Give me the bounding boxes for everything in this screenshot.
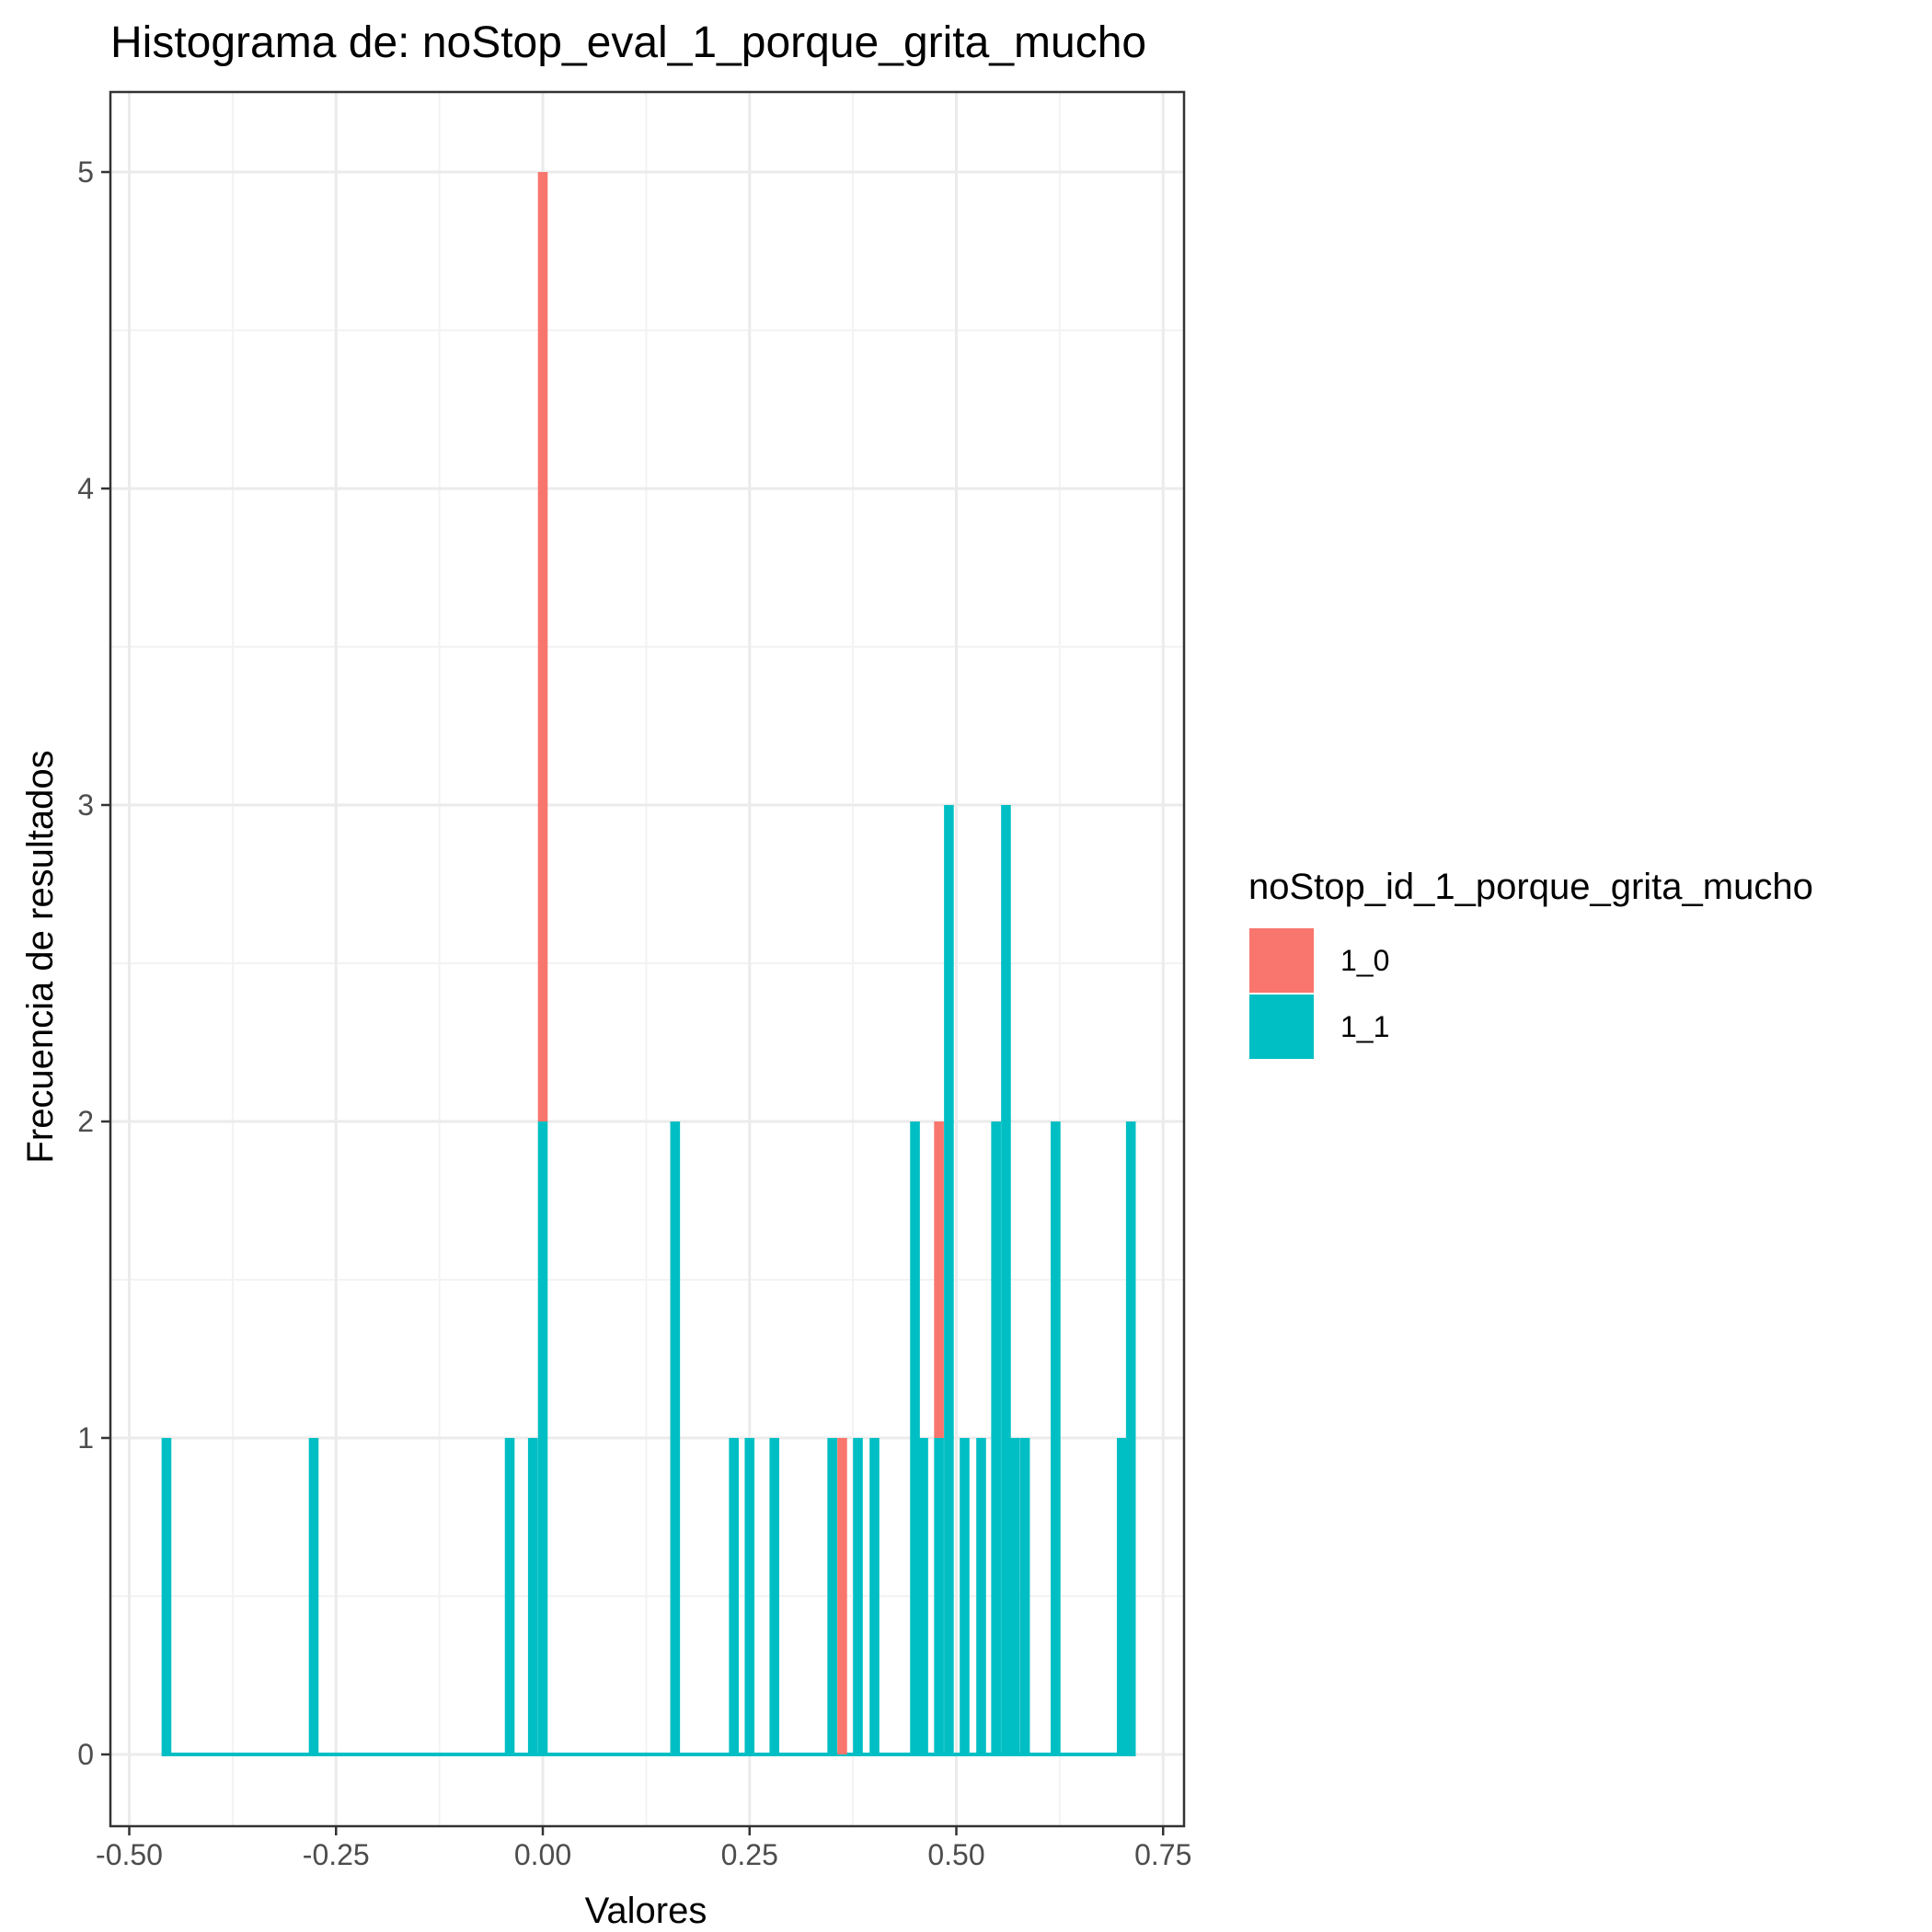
y-axis-title: Frecuencia de resultados bbox=[20, 750, 61, 1163]
histogram-bar-1_1 bbox=[1001, 805, 1011, 1754]
histogram-bars bbox=[161, 172, 1136, 1754]
histogram-bar-1_0 bbox=[934, 1121, 944, 1438]
y-tick-label: 0 bbox=[77, 1738, 94, 1771]
legend: noStop_id_1_porque_grita_mucho 1_0 1_1 bbox=[1248, 867, 1813, 1061]
histogram-bar-1_1 bbox=[308, 1438, 319, 1754]
histogram-bar-1_1 bbox=[976, 1438, 986, 1754]
y-tick-label: 1 bbox=[77, 1421, 94, 1455]
histogram-bar-1_1 bbox=[744, 1438, 755, 1754]
y-tick-label: 4 bbox=[77, 472, 94, 505]
histogram-bar-1_1 bbox=[869, 1438, 880, 1754]
histogram-bar-1_1 bbox=[991, 1121, 1001, 1754]
legend-title: noStop_id_1_porque_grita_mucho bbox=[1248, 867, 1813, 907]
panel-border-rect bbox=[109, 90, 1186, 1828]
histogram-bar-1_1 bbox=[944, 805, 954, 1754]
x-tick-label: 0.50 bbox=[927, 1838, 984, 1871]
histogram-bar-1_1 bbox=[918, 1438, 928, 1754]
y-tick-label: 3 bbox=[77, 788, 94, 822]
x-axis-title: Valores bbox=[585, 1891, 707, 1931]
x-tick-label: 0.75 bbox=[1134, 1838, 1191, 1871]
histogram-bar-1_1 bbox=[504, 1438, 515, 1754]
legend-label-1_0: 1_0 bbox=[1340, 944, 1389, 977]
histogram-bar-1_1 bbox=[934, 1438, 944, 1754]
legend-label-1_1: 1_1 bbox=[1340, 1010, 1389, 1043]
panel-border bbox=[109, 90, 1186, 1828]
histogram-bar-1_0 bbox=[837, 1438, 847, 1754]
histogram-bar-1_1 bbox=[670, 1121, 681, 1754]
x-tick-label: -0.50 bbox=[96, 1838, 163, 1871]
x-tick-label: 0.25 bbox=[721, 1838, 778, 1871]
x-tick-label: -0.25 bbox=[303, 1838, 370, 1871]
histogram-bar-1_1 bbox=[910, 1121, 920, 1754]
chart-title: Histograma de: noStop_eval_1_porque_grit… bbox=[110, 18, 1146, 67]
histogram-bar-1_1 bbox=[827, 1438, 837, 1754]
y-axis: 0 1 2 3 4 5 bbox=[77, 155, 110, 1771]
histogram-bar-1_1 bbox=[1125, 1121, 1136, 1754]
histogram-bar-1_1 bbox=[537, 1121, 548, 1754]
histogram-bar-1_1 bbox=[161, 1438, 172, 1754]
histogram-bar-1_1 bbox=[960, 1438, 970, 1754]
histogram-bar-1_1 bbox=[1116, 1438, 1127, 1754]
histogram-bar-1_1 bbox=[1019, 1438, 1030, 1754]
histogram-bar-1_1 bbox=[1010, 1438, 1020, 1754]
x-axis: -0.50 -0.25 0.00 0.25 0.50 0.75 bbox=[96, 1826, 1191, 1871]
legend-key-1_0 bbox=[1248, 926, 1316, 995]
histogram-bar-1_1 bbox=[769, 1438, 780, 1754]
histogram-bar-1_1 bbox=[1051, 1121, 1061, 1754]
histogram-bar-1_1 bbox=[729, 1438, 739, 1754]
y-tick-label: 2 bbox=[77, 1105, 94, 1138]
histogram-bar-1_1 bbox=[527, 1438, 538, 1754]
histogram-bar-1_0 bbox=[537, 172, 548, 1121]
histogram-bar-1_1 bbox=[853, 1438, 863, 1754]
legend-key-1_1 bbox=[1248, 993, 1316, 1061]
x-tick-label: 0.00 bbox=[514, 1838, 571, 1871]
y-tick-label: 5 bbox=[77, 155, 94, 189]
